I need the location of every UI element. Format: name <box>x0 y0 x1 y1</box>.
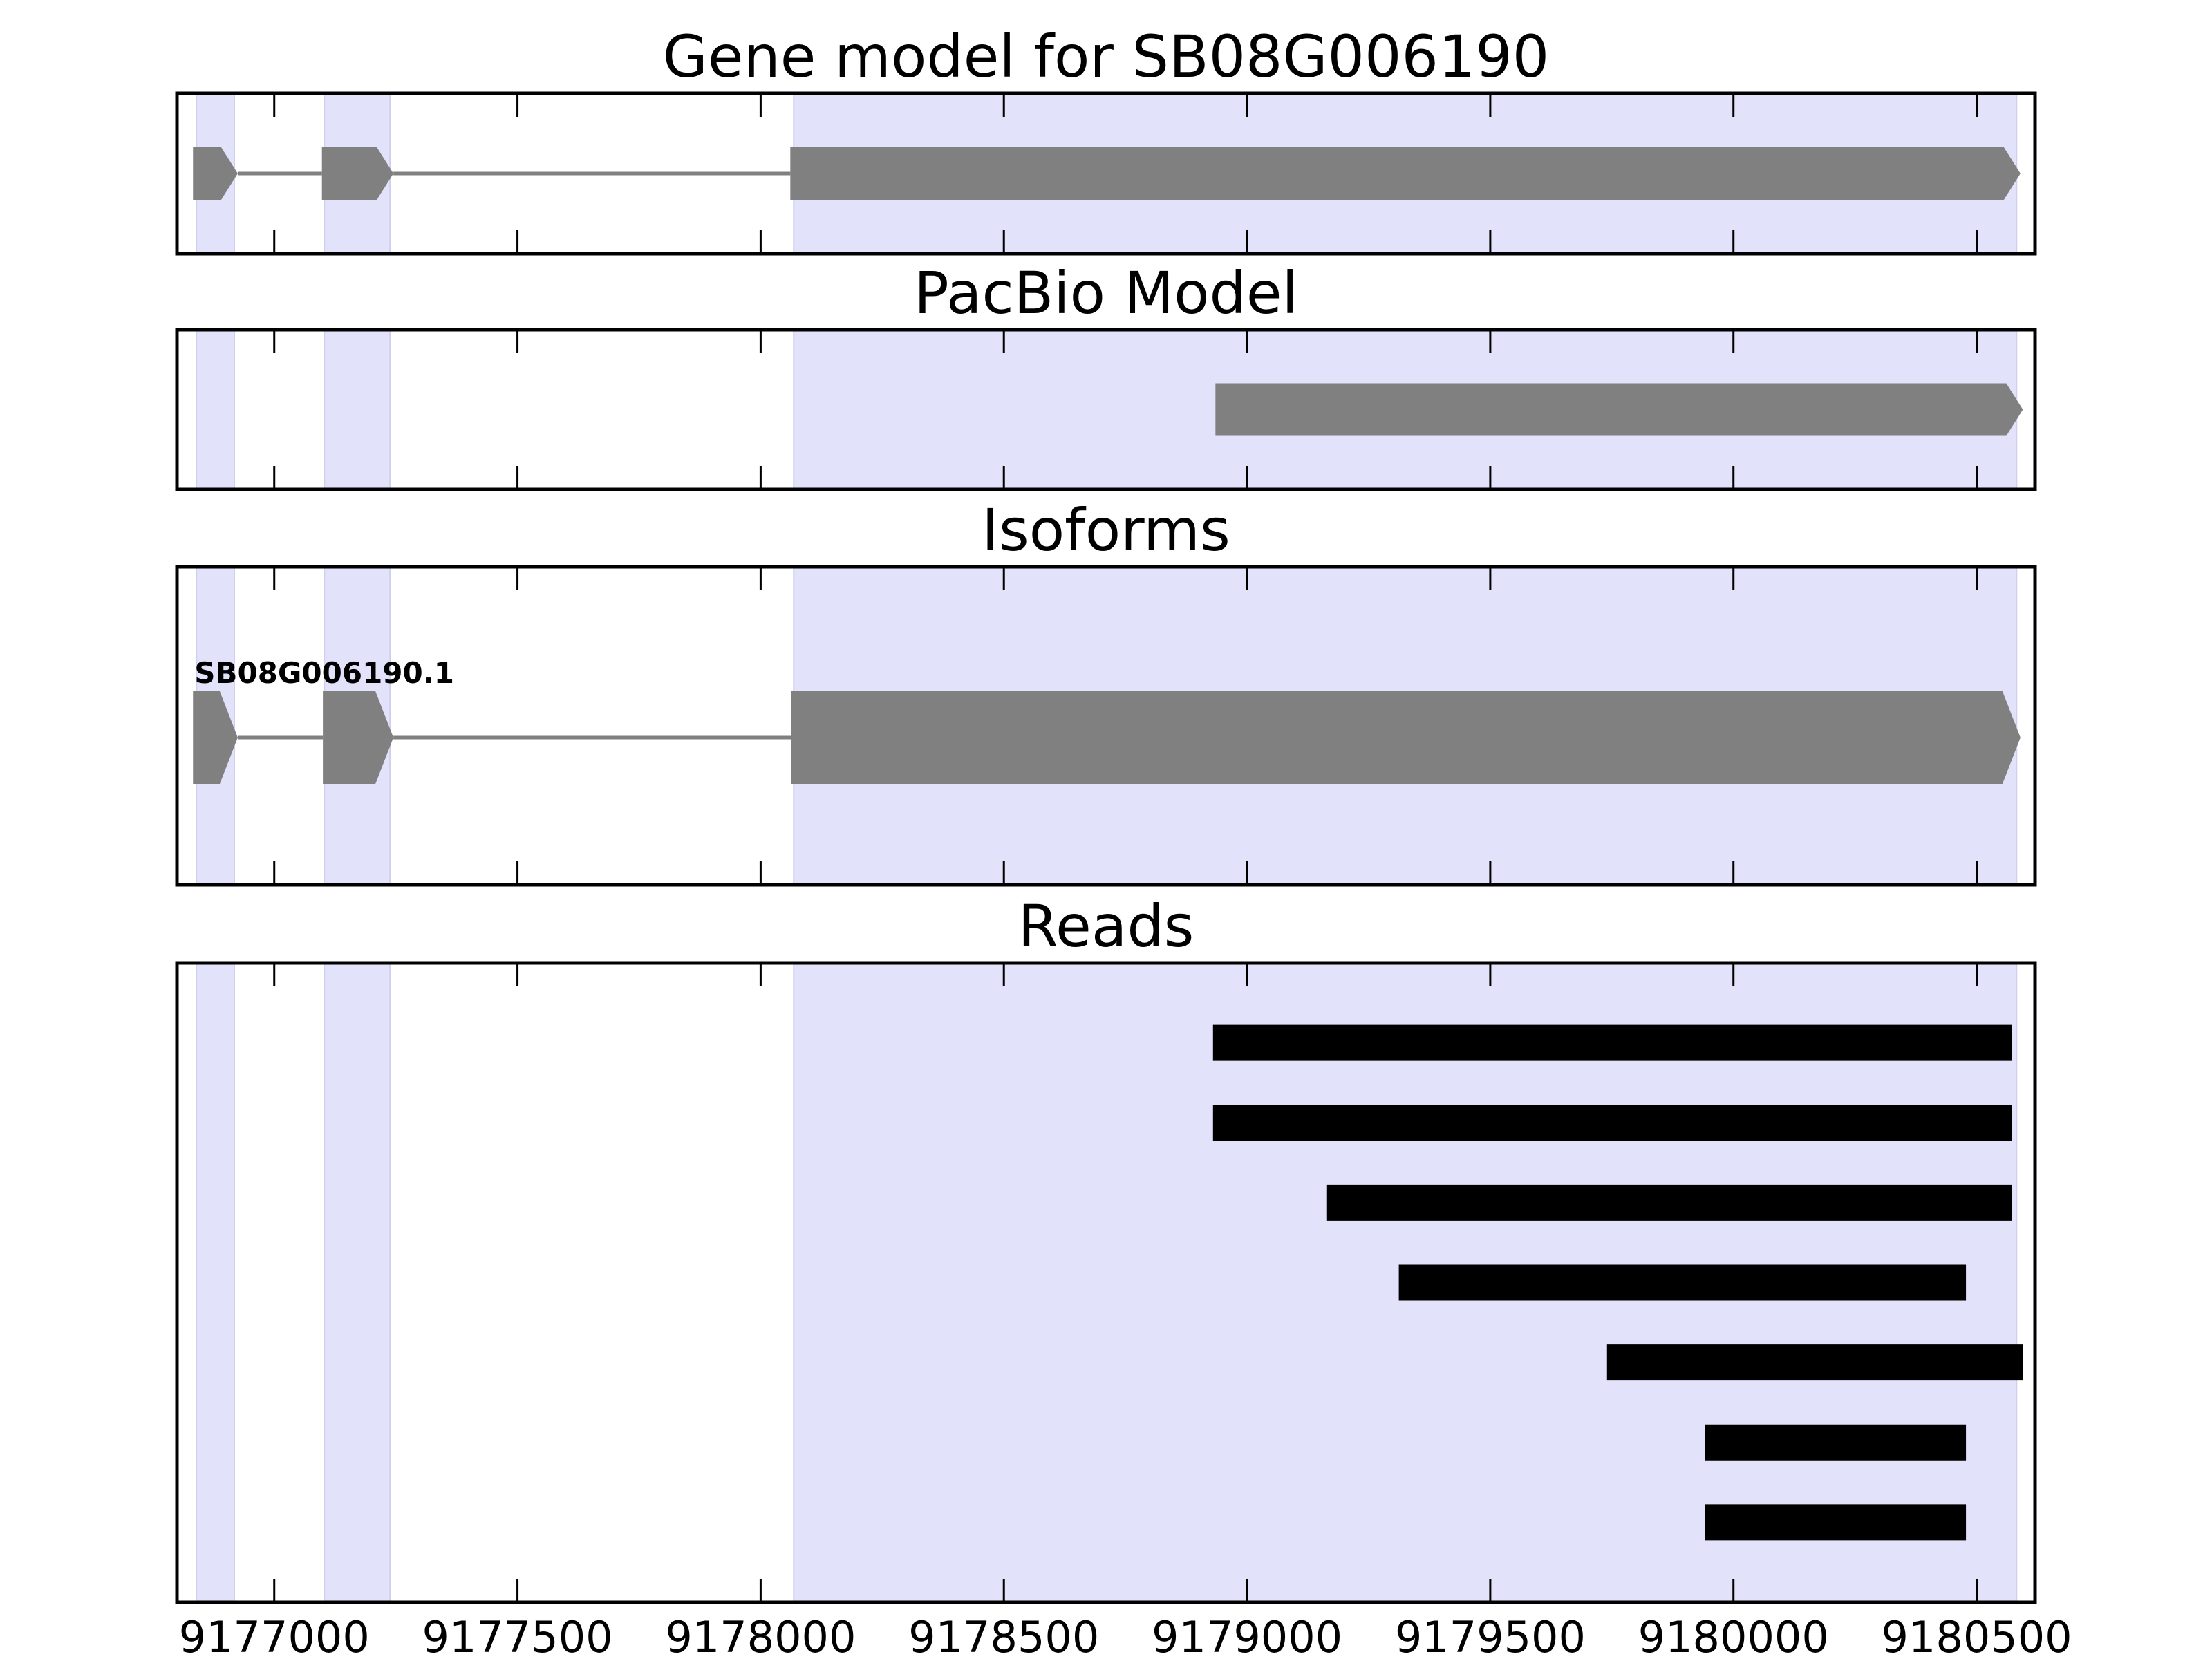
exon-highlight-band <box>196 962 236 1603</box>
panel-reads: Reads <box>175 892 2037 1604</box>
panels-layer: Gene model for SB08G006190 PacBio Model SB… <box>175 23 2037 1604</box>
x-tick-label: 9177000 <box>179 1612 370 1659</box>
exon-highlight-band <box>196 329 236 490</box>
read-bar <box>1212 1105 2012 1141</box>
exon-highlight-band <box>324 962 391 1603</box>
panel-pacbio-model: PacBio Model <box>175 259 2037 491</box>
exon-highlight-band <box>324 329 391 490</box>
x-tick-label: 9179500 <box>1395 1612 1586 1659</box>
x-tick-label: 9178000 <box>665 1612 856 1659</box>
panel-frame <box>175 328 2037 491</box>
panel-title: Isoforms <box>982 496 1230 564</box>
panel-title: Reads <box>1018 892 1194 960</box>
exon-block <box>193 691 238 785</box>
x-axis: 9177000 9177500 9178000 9178500 9179000 91795… <box>179 1612 2072 1659</box>
exon-block <box>323 691 394 785</box>
x-tick-label: 9180000 <box>1638 1612 1829 1659</box>
exon-block <box>790 147 2021 200</box>
x-tick-label: 9178500 <box>908 1612 1099 1659</box>
panel-frame <box>175 565 2037 887</box>
panel-frame <box>175 91 2037 256</box>
panel-title: Gene model for SB08G006190 <box>663 23 1549 91</box>
exon-block <box>1215 383 2023 436</box>
x-tick-label: 9180500 <box>1881 1612 2072 1659</box>
read-bar <box>1326 1184 2012 1221</box>
exon-block <box>321 147 394 200</box>
panel-frame <box>175 961 2037 1604</box>
exon-block <box>791 691 2021 785</box>
isoform-label: SB08G006190.1 <box>194 656 454 690</box>
x-tick-label: 9177500 <box>422 1612 613 1659</box>
panel-title: PacBio Model <box>914 259 1298 327</box>
panel-isoforms: SB08G006190.1 Isoforms <box>175 496 2037 887</box>
read-bar <box>1212 1024 2012 1061</box>
read-bar <box>1606 1344 2023 1381</box>
x-tick-label: 9179000 <box>1152 1612 1342 1659</box>
read-bar <box>1398 1264 1967 1301</box>
read-bar <box>1705 1504 1967 1541</box>
panel-gene-model-for-sb08g006190: Gene model for SB08G006190 <box>175 23 2037 256</box>
read-bar <box>1705 1424 1967 1461</box>
exon-block <box>193 147 238 200</box>
